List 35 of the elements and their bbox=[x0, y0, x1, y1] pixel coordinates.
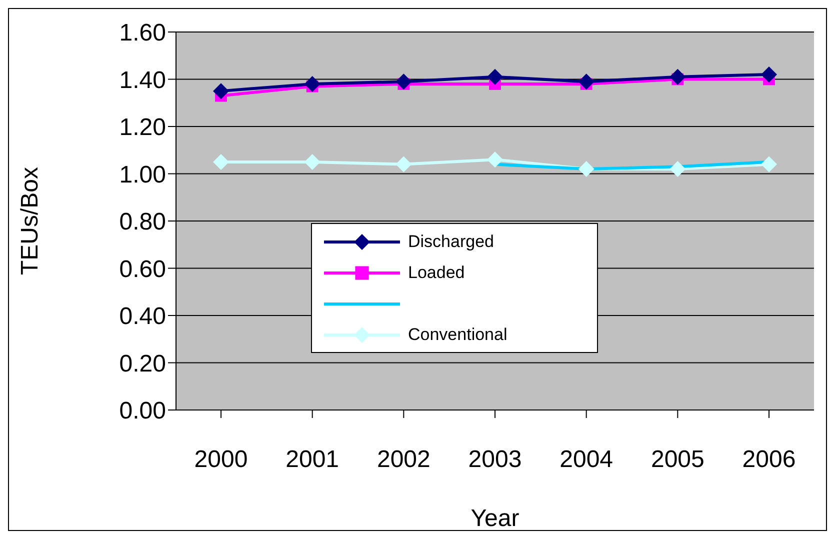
y-tick-label: 1.20 bbox=[119, 114, 166, 142]
x-tick-label: 2006 bbox=[742, 446, 796, 474]
legend-label: Discharged bbox=[408, 232, 494, 252]
point bbox=[487, 152, 503, 168]
x-tick-label: 2003 bbox=[468, 446, 522, 474]
point bbox=[670, 161, 686, 178]
y-tick-label: 0.00 bbox=[119, 398, 166, 425]
y-tick-label: 0.40 bbox=[119, 303, 166, 330]
y-tick-label: 1.40 bbox=[119, 66, 166, 94]
y-tick-label: 1.60 bbox=[119, 20, 166, 47]
legend-label: Conventional bbox=[408, 324, 508, 344]
x-tick-label: 2004 bbox=[560, 446, 614, 474]
y-axis-title: TEUs/Box bbox=[16, 166, 44, 276]
point bbox=[670, 68, 686, 85]
point bbox=[304, 154, 320, 170]
y-tick-label: 0.60 bbox=[119, 256, 166, 283]
point bbox=[761, 66, 777, 83]
point bbox=[213, 154, 229, 170]
point bbox=[487, 68, 503, 85]
point bbox=[213, 83, 229, 100]
y-tick-label: 0.20 bbox=[119, 350, 166, 378]
y-tick-label: 0.80 bbox=[119, 208, 166, 236]
point bbox=[761, 156, 777, 172]
point bbox=[396, 156, 412, 172]
x-tick-label: 2000 bbox=[194, 446, 248, 474]
x-tick-label: 2005 bbox=[650, 446, 704, 474]
point bbox=[396, 74, 412, 90]
point bbox=[304, 76, 320, 92]
y-tick-label: 1.00 bbox=[119, 161, 166, 188]
point bbox=[578, 161, 594, 178]
point bbox=[578, 74, 594, 90]
legend-label: Loaded bbox=[408, 262, 465, 282]
x-tick-label: 2002 bbox=[376, 446, 430, 474]
x-axis-title: Year bbox=[470, 505, 520, 532]
x-tick-label: 2001 bbox=[286, 446, 340, 474]
